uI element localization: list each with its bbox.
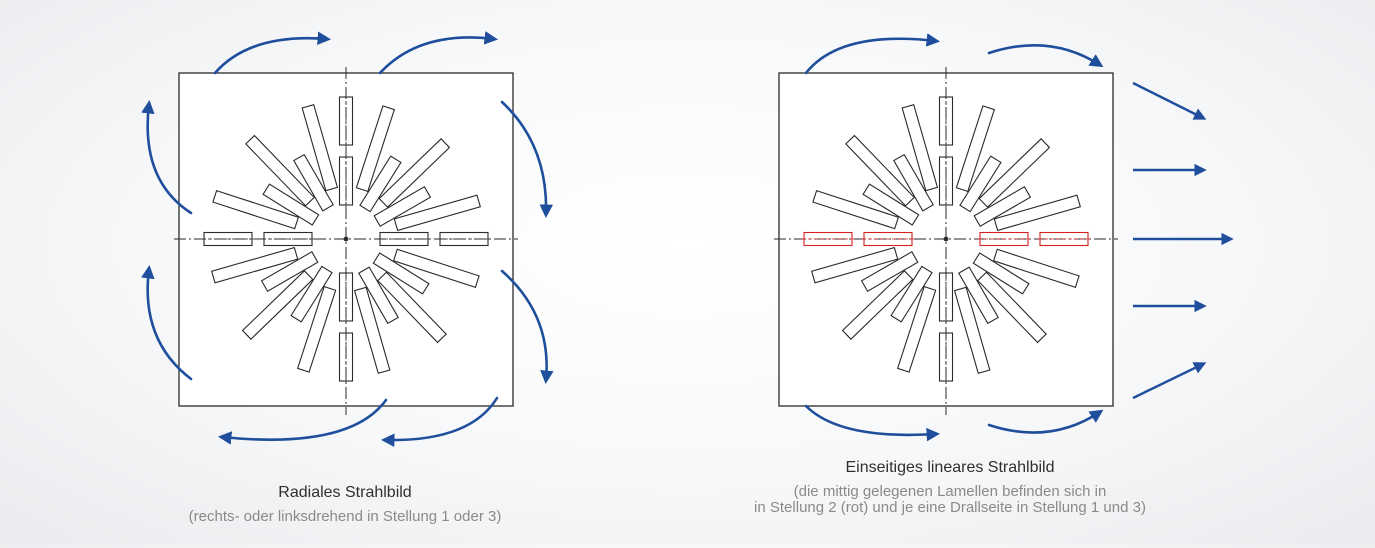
linear-radial-slat [860,251,919,292]
linear-axis-slat-outer [802,231,854,247]
linear-radial-slat [959,155,1002,213]
radial-radial-slat [301,104,339,192]
radial-axis-slat-outer [338,331,354,383]
linear-radial-slat [893,153,934,212]
curved-airflow-arrow-icon [378,31,499,75]
linear-radial-slat [973,186,1032,227]
linear-radial-slat [972,252,1030,295]
linear-radial-slat [812,189,900,230]
curved-airflow-arrow-icon [500,100,554,219]
radial-center-point [343,236,349,242]
linear-diffuser-diagram [774,67,1118,415]
radial-radial-slat [393,194,481,232]
linear-radial-slat [811,246,899,284]
radial-radial-slat [245,134,315,207]
radial-radial-slat [355,105,396,193]
linear-radial-slat [993,194,1081,232]
radial-axis-slat-inner [378,231,430,247]
linear-center-point [943,236,949,242]
linear-radial-slat [841,270,914,340]
curved-airflow-arrow-icon [380,396,499,447]
radial-radial-slat [353,286,391,374]
curved-airflow-arrow-icon [804,404,941,442]
linear-radial-slat [958,266,999,325]
radial-radial-slat [378,138,451,208]
linear-caption: Einseitiges lineares Strahlbild (die mit… [660,458,1240,516]
radial-airflow-arrows [141,31,554,447]
linear-subtitle-line-1: (die mittig gelegenen Lamellen befinden … [793,483,1107,500]
radial-axis-slat-outer [438,231,490,247]
radial-radial-slat [262,183,320,226]
radial-axis-slat-inner [262,231,314,247]
linear-axis-slat-outer [938,331,954,383]
linear-axis-slat-outer [1038,231,1090,247]
linear-radial-slat [862,183,920,226]
radial-axis-slat-outer [338,95,354,147]
linear-airflow-arrows [804,33,1234,442]
radial-subtitle: (rechts- oder linksdrehend in Stellung 1… [188,508,502,525]
radial-radial-slat [358,266,399,325]
curved-airflow-arrow-icon [804,33,941,75]
curved-airflow-arrow-icon [987,44,1104,68]
linear-axis-slat-inner [978,231,1030,247]
curved-airflow-arrow-icon [141,264,193,381]
linear-radial-slat [890,265,933,323]
linear-radial-slat [901,104,939,192]
radial-axis-slat-inner [338,155,354,207]
linear-axis-slat-inner [938,271,954,323]
radial-title: Radiales Strahlbild [278,484,412,501]
curved-airflow-arrow-icon [217,398,388,445]
linear-radial-slat [953,286,991,374]
radial-radial-slat [260,251,319,292]
radial-radial-slat [377,271,447,344]
curved-airflow-arrow-icon [141,99,193,215]
radial-radial-slat [241,270,314,340]
radial-radial-slat [373,186,432,227]
linear-title: Einseitiges lineares Strahlbild [845,459,1055,476]
curved-airflow-arrow-icon [987,409,1104,434]
radial-radial-slat [290,265,333,323]
linear-axis-slat-inner [938,155,954,207]
linear-radial-slat [896,285,937,373]
linear-axis-slat-inner [862,231,914,247]
linear-axis-slat-outer [938,95,954,147]
radial-axis-slat-inner [338,271,354,323]
radial-radial-slat [211,246,299,284]
linear-radial-slat [845,134,915,207]
radial-radial-slat [392,248,480,289]
radial-axis-slat-outer [202,231,254,247]
straight-airflow-arrow-icon [1132,81,1207,120]
radial-radial-slat [293,153,334,212]
curved-airflow-arrow-icon [500,269,554,385]
radial-radial-slat [212,189,300,230]
curved-airflow-arrow-icon [213,31,332,75]
linear-radial-slat [955,105,996,193]
radial-diffuser-diagram [174,67,518,415]
radial-radial-slat [296,285,337,373]
linear-radial-slat [977,271,1047,344]
radial-radial-slat [359,155,402,213]
radial-radial-slat [372,252,430,295]
linear-radial-slat [978,138,1051,208]
straight-airflow-arrow-icon [1132,362,1207,400]
linear-radial-slat [992,248,1080,289]
linear-subtitle-line-2: in Stellung 2 (rot) und je eine Drallsei… [754,499,1146,516]
radial-caption: Radiales Strahlbild (rechts- oder linksd… [130,483,560,525]
